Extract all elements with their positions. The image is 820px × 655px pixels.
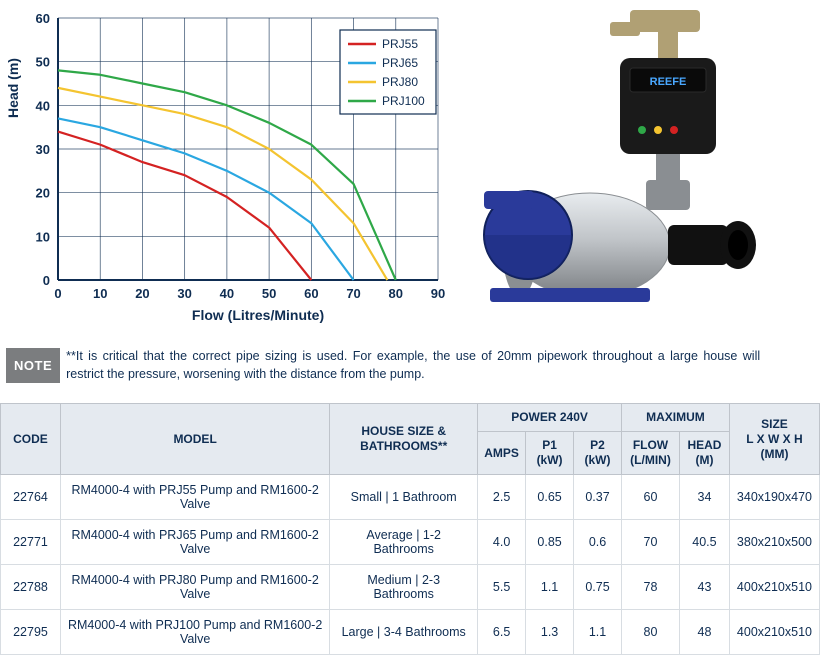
- cell-p2: 0.75: [574, 565, 622, 610]
- cell-amps: 6.5: [478, 610, 526, 655]
- cell-model: RM4000-4 with PRJ100 Pump and RM1600-2 V…: [60, 610, 329, 655]
- svg-text:60: 60: [304, 286, 318, 301]
- cell-head: 40.5: [679, 520, 729, 565]
- svg-text:PRJ55: PRJ55: [382, 37, 418, 51]
- svg-text:50: 50: [262, 286, 276, 301]
- cell-p1: 0.85: [526, 520, 574, 565]
- cell-head: 43: [679, 565, 729, 610]
- cell-code: 22795: [1, 610, 61, 655]
- svg-text:70: 70: [346, 286, 360, 301]
- performance-chart: 0 10 20 30 40 50 60 70 80 90 0 10 20 30 40 50 60 PRJ55 PRJ…: [0, 0, 460, 330]
- cell-amps: 5.5: [478, 565, 526, 610]
- svg-text:0: 0: [43, 273, 50, 288]
- cell-code: 22771: [1, 520, 61, 565]
- svg-text:10: 10: [36, 229, 50, 244]
- cell-house: Average | 1-2 Bathrooms: [330, 520, 478, 565]
- th-head: HEAD(M): [679, 432, 729, 475]
- cell-p1: 1.1: [526, 565, 574, 610]
- top-section: 0 10 20 30 40 50 60 70 80 90 0 10 20 30 40 50 60 PRJ55 PRJ…: [0, 0, 820, 330]
- svg-text:40: 40: [36, 98, 50, 113]
- svg-text:PRJ100: PRJ100: [382, 94, 425, 108]
- cell-model: RM4000-4 with PRJ55 Pump and RM1600-2 Va…: [60, 475, 329, 520]
- svg-text:Flow (Litres/Minute): Flow (Litres/Minute): [192, 307, 324, 323]
- cell-flow: 78: [622, 565, 680, 610]
- cell-house: Small | 1 Bathroom: [330, 475, 478, 520]
- table-row: 22788RM4000-4 with PRJ80 Pump and RM1600…: [1, 565, 820, 610]
- note-badge: NOTE: [6, 348, 60, 383]
- table-row: 22771RM4000-4 with PRJ65 Pump and RM1600…: [1, 520, 820, 565]
- cell-p1: 1.3: [526, 610, 574, 655]
- cell-size: 400x210x510: [729, 565, 819, 610]
- spec-table: CODE MODEL HOUSE SIZE & BATHROOMS** POWE…: [0, 403, 820, 655]
- cell-p1: 0.65: [526, 475, 574, 520]
- svg-text:Head (m): Head (m): [5, 58, 21, 118]
- svg-text:PRJ65: PRJ65: [382, 56, 418, 70]
- svg-text:20: 20: [135, 286, 149, 301]
- th-model: MODEL: [60, 404, 329, 475]
- cell-model: RM4000-4 with PRJ65 Pump and RM1600-2 Va…: [60, 520, 329, 565]
- cell-code: 22764: [1, 475, 61, 520]
- svg-text:50: 50: [36, 55, 50, 70]
- cell-code: 22788: [1, 565, 61, 610]
- cell-size: 340x190x470: [729, 475, 819, 520]
- cell-size: 400x210x510: [729, 610, 819, 655]
- cell-flow: 60: [622, 475, 680, 520]
- cell-head: 34: [679, 475, 729, 520]
- cell-size: 380x210x500: [729, 520, 819, 565]
- th-code: CODE: [1, 404, 61, 475]
- cell-flow: 80: [622, 610, 680, 655]
- svg-text:10: 10: [93, 286, 107, 301]
- note-row: NOTE **It is critical that the correct p…: [0, 348, 820, 383]
- svg-text:REEFE: REEFE: [650, 76, 687, 88]
- cell-model: RM4000-4 with PRJ80 Pump and RM1600-2 Va…: [60, 565, 329, 610]
- th-p2: P2(kW): [574, 432, 622, 475]
- cell-head: 48: [679, 610, 729, 655]
- th-house: HOUSE SIZE & BATHROOMS**: [330, 404, 478, 475]
- th-size: SIZEL X W X H(MM): [729, 404, 819, 475]
- svg-text:0: 0: [54, 286, 61, 301]
- svg-text:60: 60: [36, 11, 50, 26]
- table-row: 22764RM4000-4 with PRJ55 Pump and RM1600…: [1, 475, 820, 520]
- th-p1: P1(kW): [526, 432, 574, 475]
- svg-text:20: 20: [36, 186, 50, 201]
- cell-p2: 0.6: [574, 520, 622, 565]
- cell-house: Large | 3-4 Bathrooms: [330, 610, 478, 655]
- svg-text:PRJ80: PRJ80: [382, 75, 418, 89]
- svg-text:80: 80: [389, 286, 403, 301]
- table-row: 22795RM4000-4 with PRJ100 Pump and RM160…: [1, 610, 820, 655]
- cell-flow: 70: [622, 520, 680, 565]
- svg-text:90: 90: [431, 286, 445, 301]
- chart-svg: 0 10 20 30 40 50 60 70 80 90 0 10 20 30 40 50 60 PRJ55 PRJ…: [0, 0, 460, 330]
- cell-amps: 2.5: [478, 475, 526, 520]
- pump-product-image: REEFE: [470, 0, 810, 330]
- note-text: **It is critical that the correct pipe s…: [60, 348, 760, 383]
- cell-p2: 0.37: [574, 475, 622, 520]
- th-flow: FLOW(L/MIN): [622, 432, 680, 475]
- th-power: POWER 240V: [478, 404, 622, 432]
- cell-p2: 1.1: [574, 610, 622, 655]
- th-max: MAXIMUM: [622, 404, 730, 432]
- th-amps: AMPS: [478, 432, 526, 475]
- svg-text:40: 40: [220, 286, 234, 301]
- svg-text:30: 30: [177, 286, 191, 301]
- cell-house: Medium | 2-3 Bathrooms: [330, 565, 478, 610]
- svg-text:30: 30: [36, 142, 50, 157]
- cell-amps: 4.0: [478, 520, 526, 565]
